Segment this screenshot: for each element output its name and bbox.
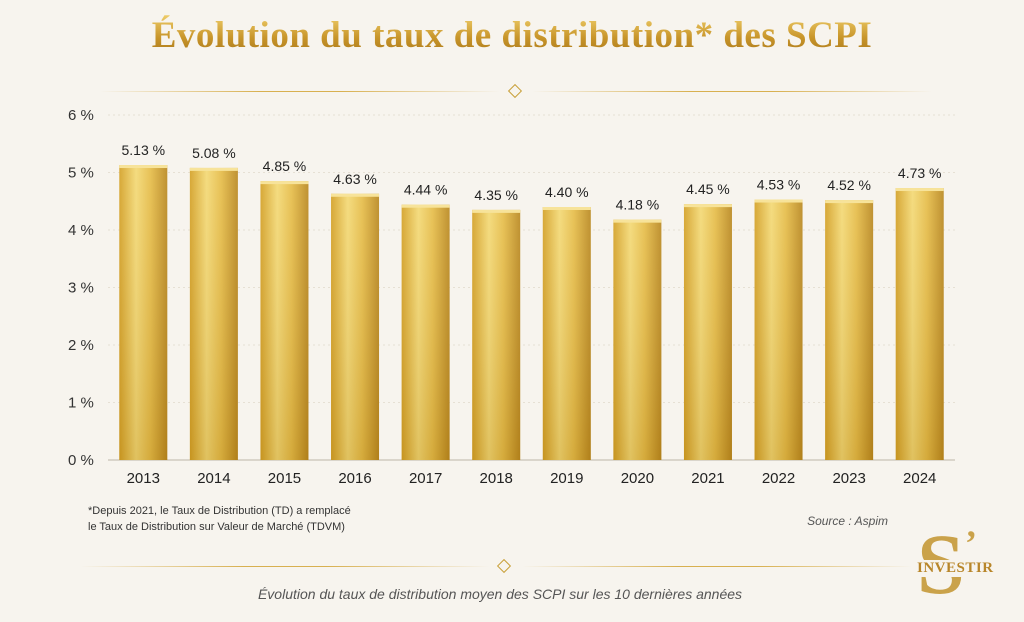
x-tick-label: 2021 — [691, 470, 724, 487]
bar-shade — [683, 204, 732, 460]
logo-wordmark: INVESTIR — [915, 560, 996, 577]
top-divider-right — [532, 91, 932, 92]
logo-apostrophe: ’ — [965, 523, 977, 563]
bottom-divider-right — [522, 566, 912, 567]
bar-shade — [895, 188, 944, 460]
grid-lines — [108, 114, 955, 461]
sinvestir-logo: S ’ INVESTIR — [905, 516, 996, 615]
bar-highlight — [754, 199, 803, 203]
bar-chart: 0 % 1 % 2 % 3 % 4 % 5 % 6 % 5.13 % 5.08 % 4.85 %… — [68, 107, 955, 487]
bar-shade — [260, 181, 309, 460]
footnote: *Depuis 2021, le Taux de Distribution (T… — [88, 503, 408, 535]
x-tick-label: 2017 — [409, 470, 442, 487]
bar-shade — [542, 207, 591, 460]
bar-highlight — [331, 193, 380, 197]
data-label: 5.13 % — [121, 142, 165, 158]
bar-highlight — [472, 209, 521, 213]
x-tick-label: 2023 — [832, 470, 865, 487]
top-divider-left — [100, 91, 500, 92]
bar-shade — [825, 200, 874, 460]
bar-shade — [401, 204, 450, 460]
bottom-divider-left — [80, 566, 490, 567]
y-tick-label: 1 % — [68, 395, 94, 412]
bar-shade — [754, 199, 803, 460]
bar-highlight — [825, 200, 874, 204]
bar-shade — [613, 219, 662, 460]
x-tick-label: 2014 — [197, 470, 230, 487]
y-tick-label: 3 % — [68, 280, 94, 297]
data-label: 4.85 % — [263, 158, 307, 174]
x-tick-label: 2016 — [338, 470, 371, 487]
bar-highlight — [401, 204, 450, 208]
x-tick-label: 2020 — [621, 470, 654, 487]
bar-highlight — [119, 165, 168, 169]
footnote-line-1: *Depuis 2021, le Taux de Distribution (T… — [88, 505, 351, 517]
data-label: 4.73 % — [898, 165, 942, 181]
bar-shade — [119, 165, 168, 460]
bar-shade — [472, 209, 521, 460]
y-tick-label: 0 % — [68, 452, 94, 469]
x-tick-label: 2013 — [127, 470, 160, 487]
data-label: 4.45 % — [686, 181, 730, 197]
bars — [119, 165, 944, 460]
bar-highlight — [542, 207, 591, 210]
value-labels: 5.13 % 5.08 % 4.85 % 4.63 % 4.44 % 4.35 % 4.40… — [121, 142, 941, 213]
bar-shade — [189, 167, 238, 460]
y-tick-label: 5 % — [68, 165, 94, 182]
x-tick-label: 2018 — [480, 470, 513, 487]
data-label: 4.52 % — [827, 177, 871, 193]
data-label: 5.08 % — [192, 145, 236, 161]
data-label: 4.18 % — [616, 197, 660, 213]
y-tick-label: 6 % — [68, 107, 94, 124]
bar-shade — [331, 193, 380, 460]
source-note: Source : Aspim — [807, 514, 888, 528]
bar-highlight — [613, 219, 662, 223]
y-tick-label: 4 % — [68, 222, 94, 239]
bar-highlight — [895, 188, 944, 192]
y-axis-ticks: 0 % 1 % 2 % 3 % 4 % 5 % 6 % — [68, 107, 94, 469]
bar-highlight — [683, 204, 732, 208]
data-label: 4.35 % — [474, 187, 518, 203]
data-label: 4.40 % — [545, 184, 589, 200]
y-tick-label: 2 % — [68, 337, 94, 354]
data-label: 4.44 % — [404, 182, 448, 198]
footnote-line-2: le Taux de Distribution sur Valeur de Ma… — [88, 521, 345, 533]
x-tick-label: 2019 — [550, 470, 583, 487]
caption: Évolution du taux de distribution moyen … — [257, 586, 743, 602]
x-tick-label: 2015 — [268, 470, 301, 487]
bottom-diamond-ornament — [496, 558, 512, 574]
x-tick-label: 2024 — [903, 470, 936, 487]
bar-highlight — [260, 181, 309, 185]
data-label: 4.63 % — [333, 171, 377, 187]
data-label: 4.53 % — [757, 177, 801, 193]
x-tick-label: 2022 — [762, 470, 795, 487]
x-axis-ticks: 2013 2014 2015 2016 2017 2018 2019 2020 2021 2022… — [127, 470, 937, 487]
chart-title: Évolution du taux de distribution* des S… — [0, 14, 1024, 57]
bar-highlight — [189, 167, 238, 171]
